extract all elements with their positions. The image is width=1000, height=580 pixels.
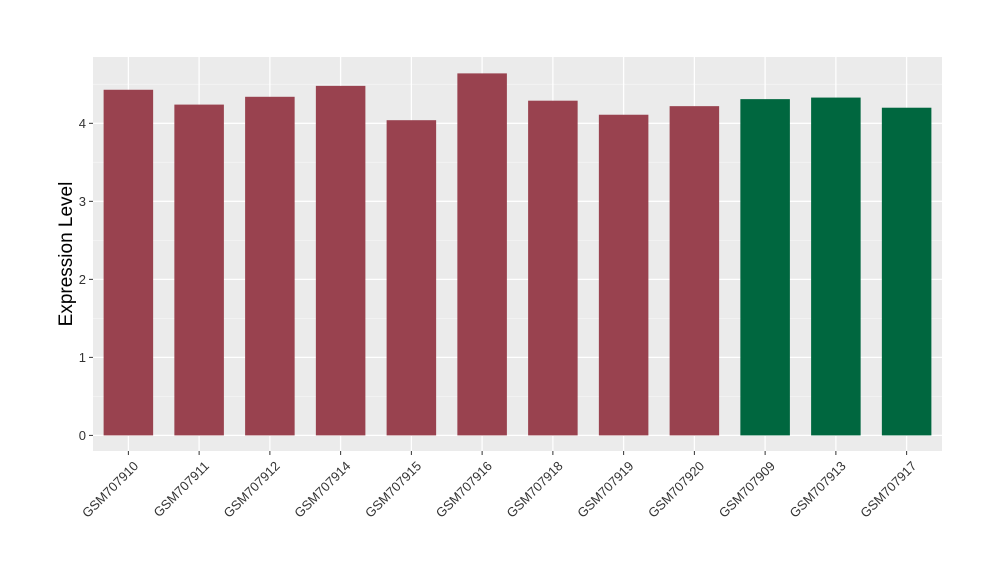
x-tick-label: GSM707918 xyxy=(504,458,566,520)
plot-panel xyxy=(93,57,942,451)
bar-GSM707916 xyxy=(457,73,507,436)
x-tick-label: GSM707916 xyxy=(433,458,495,520)
minor-gridlines xyxy=(93,83,942,397)
bar-GSM707909 xyxy=(740,99,790,436)
x-tick-label: GSM707909 xyxy=(716,458,778,520)
y-tick-label: 1 xyxy=(79,350,86,365)
y-axis: 0 1 2 3 4 xyxy=(79,116,93,443)
x-tick-label: GSM707915 xyxy=(362,458,424,520)
bar-GSM707920 xyxy=(669,106,720,436)
bar-GSM707915 xyxy=(386,120,437,436)
bar-GSM707914 xyxy=(315,85,366,436)
y-axis-title: Expression Level xyxy=(56,182,77,327)
x-tick-label: GSM707912 xyxy=(221,458,283,520)
bars xyxy=(103,73,932,436)
x-tick-label: GSM707910 xyxy=(79,458,141,520)
bar-GSM707919 xyxy=(598,114,649,436)
bar-GSM707911 xyxy=(174,104,224,436)
x-tick-label: GSM707914 xyxy=(291,458,353,520)
y-tick-label: 4 xyxy=(79,116,86,131)
x-tick-label: GSM707917 xyxy=(857,458,919,520)
y-tick-label: 3 xyxy=(79,194,86,209)
bar-GSM707917 xyxy=(881,107,932,436)
x-axis: GSM707910 GSM707911 GSM707912 GSM707914 GSM7… xyxy=(79,451,920,521)
y-tick-label: 0 xyxy=(79,428,86,443)
y-tick-label: 2 xyxy=(79,272,86,287)
x-tick-label: GSM707911 xyxy=(150,458,212,520)
bar-GSM707918 xyxy=(528,100,578,436)
bar-GSM707913 xyxy=(811,97,861,436)
bar-GSM707910 xyxy=(103,89,154,436)
x-tick-label: GSM707913 xyxy=(787,458,849,520)
x-tick-label: GSM707919 xyxy=(574,458,636,520)
bar-GSM707912 xyxy=(245,96,295,436)
x-tick-label: GSM707920 xyxy=(645,458,707,520)
